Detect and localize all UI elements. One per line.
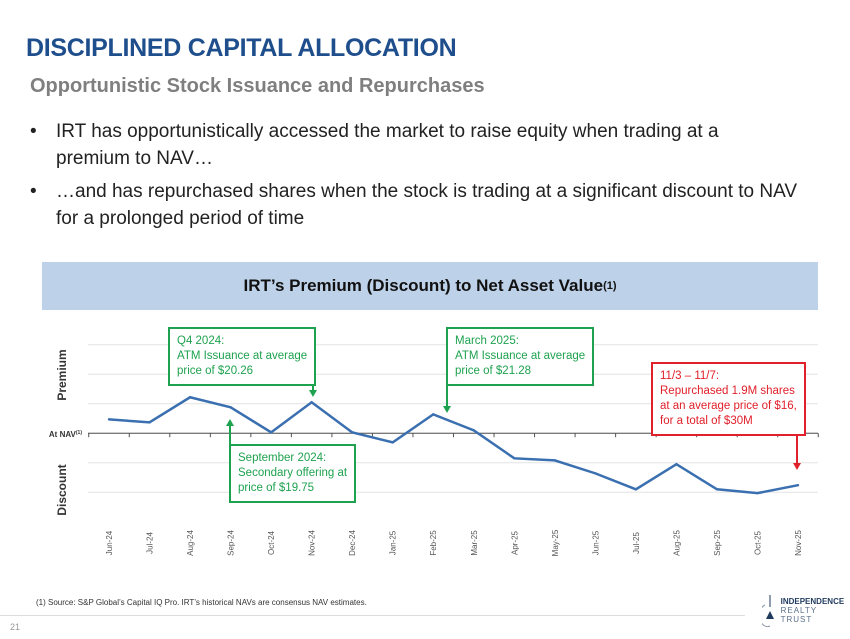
logo-emblem-icon [762, 595, 774, 627]
premium-axis-label: Premium [55, 349, 69, 400]
x-tick-label: Sep-25 [713, 530, 722, 556]
annotation-line: ATM Issuance at average [177, 350, 308, 362]
footer-divider [0, 615, 745, 616]
x-tick-label: Aug-24 [186, 530, 195, 556]
chart-title-bar: IRT’s Premium (Discount) to Net Asset Va… [42, 262, 818, 310]
annotation-line: Secondary offering at [238, 467, 348, 479]
annotation-sep-2024: September 2024: Secondary offering at pr… [229, 444, 357, 503]
annotation-repurchase: 11/3 – 11/7: Repurchased 1.9M shares at … [651, 362, 806, 436]
bullet-text: …and has repurchased shares when the sto… [56, 181, 798, 229]
x-tick-label: Nov-24 [308, 530, 317, 556]
annotation-title: September 2024: [238, 452, 327, 464]
baseline-label-text: At NAV [49, 430, 77, 439]
page-title: DISCIPLINED CAPITAL ALLOCATION [26, 34, 457, 62]
page-number: 21 [10, 622, 21, 632]
annotation-line: price of $21.28 [455, 365, 532, 377]
bullet-dot: • [30, 181, 37, 202]
logo-line2: REALTY TRUST [780, 605, 817, 624]
annotation-line: Repurchased 1.9M shares [660, 385, 795, 397]
baseline-label-sup: (1) [76, 430, 82, 436]
arrowhead-icon [309, 390, 317, 397]
x-tick-label: Aug-25 [672, 530, 681, 556]
x-tick-label: Oct-25 [753, 530, 762, 555]
chart-title-footnote: (1) [603, 280, 617, 292]
annotation-title: Q4 2024: [177, 335, 225, 347]
arrowhead-icon [443, 406, 451, 413]
x-tick-label: Feb-25 [429, 530, 438, 556]
x-tick-label: Sep-24 [227, 530, 236, 556]
x-tick-label: Oct-24 [267, 530, 276, 555]
bullet-dot: • [30, 121, 37, 142]
footnote: (1) Source: S&P Global’s Capital IQ Pro.… [36, 598, 367, 607]
x-tick-label: Mar-25 [470, 530, 479, 556]
x-tick-label: Jun-24 [105, 530, 114, 555]
x-tick-label: Nov-25 [794, 530, 803, 556]
annotation-title: March 2025: [455, 335, 519, 347]
page-subtitle: Opportunistic Stock Issuance and Repurch… [30, 75, 485, 97]
company-logo: INDEPENDENCE REALTY TRUST [762, 593, 850, 627]
x-tick-label: May-25 [551, 529, 560, 556]
annotation-line: price of $20.26 [177, 365, 254, 377]
x-tick-label: Jun-25 [591, 530, 600, 555]
annotation-line: for a total of $30M [660, 415, 753, 427]
x-tick-label: Jan-25 [389, 530, 398, 555]
x-tick-label: Jul-25 [632, 532, 641, 554]
series-line [108, 395, 799, 495]
annotation-line: ATM Issuance at average [455, 350, 586, 362]
annotation-q4-2024: Q4 2024: ATM Issuance at average price o… [168, 327, 317, 386]
bullet-item: • IRT has opportunistically accessed the… [30, 118, 820, 172]
x-tick-label: Apr-25 [510, 530, 519, 555]
arrowhead-icon [226, 419, 234, 426]
discount-axis-label: Discount [55, 464, 69, 515]
x-tick-label: Dec-24 [348, 530, 357, 556]
bullet-item: • …and has repurchased shares when the s… [30, 178, 820, 232]
chart-title: IRT’s Premium (Discount) to Net Asset Va… [243, 276, 604, 295]
arrowhead-icon [793, 463, 801, 470]
annotation-line: price of $19.75 [238, 482, 315, 494]
baseline-label: At NAV(1) [49, 430, 82, 439]
x-tick-label: Jul-24 [146, 532, 155, 554]
logo-line1: INDEPENDENCE [780, 596, 845, 606]
annotation-line: at an average price of $16, [660, 400, 797, 412]
annotation-mar-2025: March 2025: ATM Issuance at average pric… [446, 327, 595, 386]
annotation-title: 11/3 – 11/7: [660, 370, 720, 382]
bullet-text: IRT has opportunistically accessed the m… [56, 121, 719, 169]
